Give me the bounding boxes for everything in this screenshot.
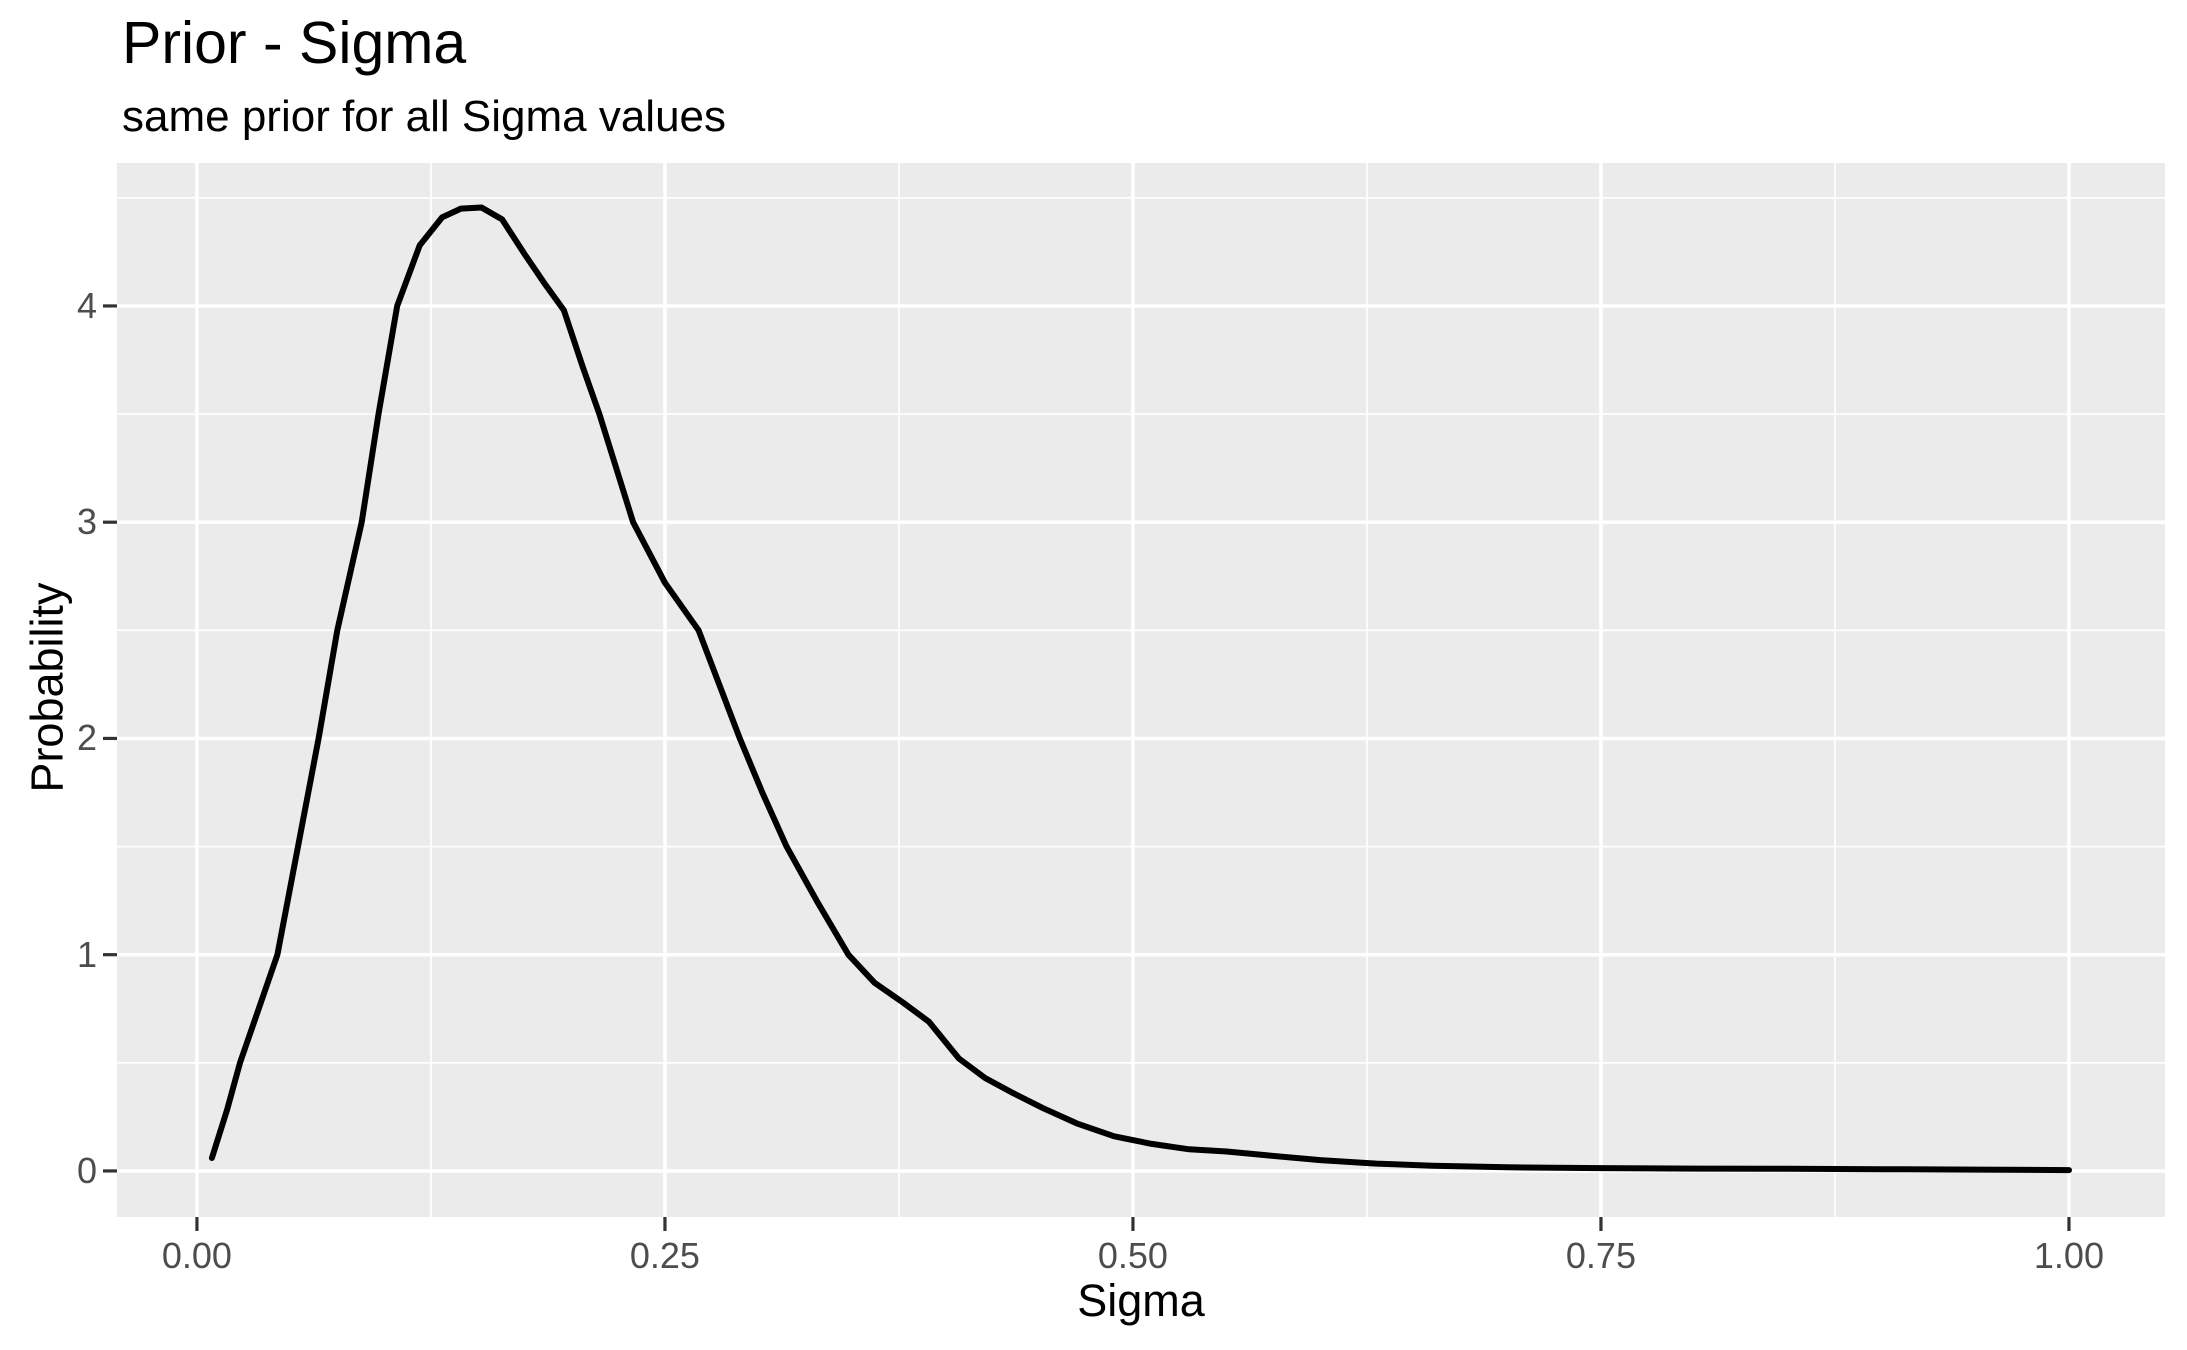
x-tick-label: 0.25 <box>629 1235 700 1276</box>
chart-title: Prior - Sigma <box>122 10 467 76</box>
y-tick-label: 4 <box>76 284 97 326</box>
density-curve <box>208 204 2072 1174</box>
x-tick-label: 0.50 <box>1097 1235 1168 1276</box>
y-tick-label: 1 <box>76 933 97 975</box>
y-axis-title: Probability <box>21 582 73 793</box>
chart-subtitle: same prior for all Sigma values <box>122 92 727 141</box>
y-tick-label: 0 <box>76 1149 97 1191</box>
x-tick-label: 0.00 <box>161 1235 232 1276</box>
y-tick-label: 3 <box>76 501 97 543</box>
y-axis-tick-marks <box>103 304 117 1173</box>
x-tick-label: 1.00 <box>2033 1235 2104 1276</box>
y-tick-label: 2 <box>76 717 97 759</box>
plot-panel <box>117 163 2165 1217</box>
major-gridlines <box>117 163 2165 1217</box>
x-tick-label: 0.75 <box>1565 1235 1636 1276</box>
minor-gridlines <box>117 163 2165 1217</box>
x-axis-tick-marks <box>195 1217 2071 1231</box>
x-axis-title: Sigma <box>1077 1275 1205 1326</box>
